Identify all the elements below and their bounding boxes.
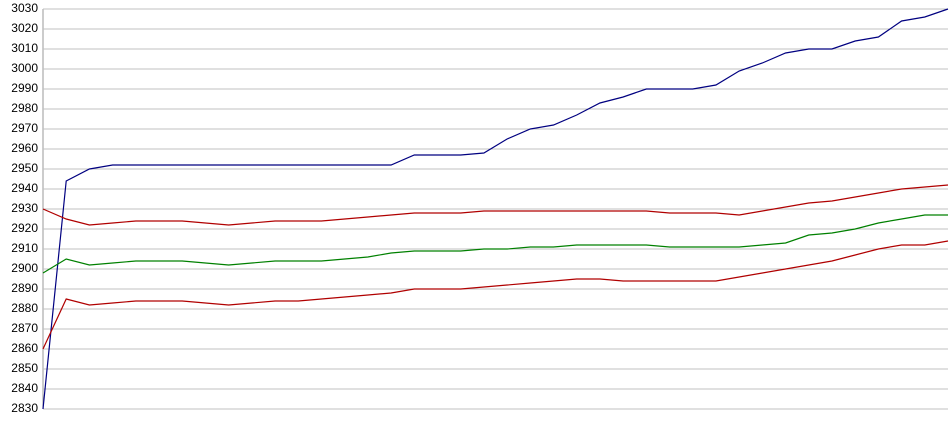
y-tick-label: 2920 bbox=[11, 221, 38, 235]
y-tick-label: 2890 bbox=[11, 281, 38, 295]
y-tick-label: 2840 bbox=[11, 381, 38, 395]
y-tick-label: 2860 bbox=[11, 341, 38, 355]
y-tick-label: 2940 bbox=[11, 181, 38, 195]
y-tick-label: 3020 bbox=[11, 21, 38, 35]
y-tick-label: 2990 bbox=[11, 81, 38, 95]
series-line bbox=[42, 214, 948, 274]
series-line bbox=[42, 8, 949, 410]
y-tick-label: 2960 bbox=[11, 141, 38, 155]
y-tick-label: 2950 bbox=[11, 161, 38, 175]
y-tick-label: 2830 bbox=[11, 401, 38, 415]
y-tick-label: 3000 bbox=[11, 61, 38, 75]
y-tick-label: 2880 bbox=[11, 301, 38, 315]
y-tick-label: 2910 bbox=[11, 241, 38, 255]
series-line bbox=[42, 240, 949, 350]
y-tick-label: 2980 bbox=[11, 101, 38, 115]
y-tick-label: 2930 bbox=[11, 201, 38, 215]
y-tick-label: 2900 bbox=[11, 261, 38, 275]
series-line bbox=[42, 184, 949, 226]
y-tick-label: 3030 bbox=[11, 1, 38, 15]
y-tick-label: 2850 bbox=[11, 361, 38, 375]
y-tick-label: 3010 bbox=[11, 41, 38, 55]
y-tick-label: 2870 bbox=[11, 321, 38, 335]
y-tick-label: 2970 bbox=[11, 121, 38, 135]
